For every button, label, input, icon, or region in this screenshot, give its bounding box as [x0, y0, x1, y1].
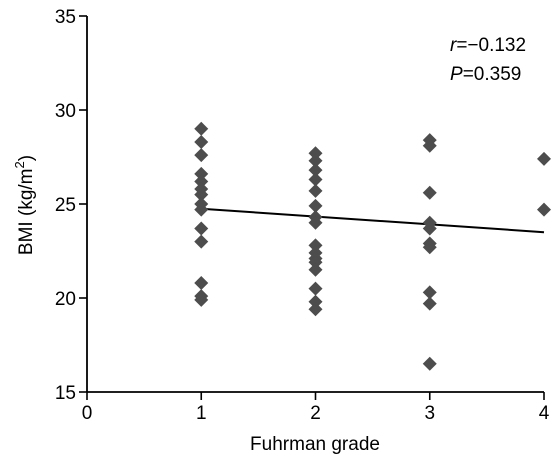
y-tick-label: 30 — [55, 101, 76, 122]
data-point — [308, 153, 323, 168]
axes: 15 20 25 30 35 0 1 2 3 4 — [55, 7, 550, 424]
data-point — [194, 121, 209, 136]
y-axis-title: BMI (kg/m2) — [12, 155, 37, 255]
data-point — [422, 185, 437, 200]
data-point — [194, 292, 209, 307]
correlation-annotation: r=−0.132 — [450, 35, 526, 56]
x-tick-label: 2 — [310, 403, 321, 424]
data-point — [308, 262, 323, 277]
data-point — [422, 296, 437, 311]
data-point — [308, 281, 323, 296]
data-point — [194, 275, 209, 290]
data-point — [308, 198, 323, 213]
y-tick-label: 20 — [55, 289, 76, 310]
data-point — [194, 134, 209, 149]
x-tick-label: 3 — [424, 403, 435, 424]
y-tick-label: 25 — [55, 195, 76, 216]
data-point — [194, 234, 209, 249]
data-point — [308, 183, 323, 198]
points-layer — [194, 121, 551, 371]
x-tick-label: 4 — [539, 403, 550, 424]
x-tick-label: 0 — [82, 403, 93, 424]
data-point — [308, 255, 323, 270]
y-tick-label: 15 — [55, 383, 76, 404]
data-point — [308, 163, 323, 178]
data-point — [537, 202, 551, 217]
data-point — [308, 238, 323, 253]
data-point — [537, 151, 551, 166]
data-point — [422, 138, 437, 153]
data-point — [194, 221, 209, 236]
data-point — [194, 187, 209, 202]
data-point — [308, 172, 323, 187]
x-tick-label: 1 — [196, 403, 207, 424]
data-point — [308, 302, 323, 317]
y-tick-label: 35 — [55, 7, 76, 28]
x-axis-title: Fuhrman grade — [250, 434, 380, 455]
trendline-layer — [201, 207, 545, 234]
regression-line — [201, 207, 545, 234]
data-point — [422, 240, 437, 255]
data-point — [308, 146, 323, 161]
data-point — [422, 221, 437, 236]
data-point — [194, 166, 209, 181]
data-point — [308, 294, 323, 309]
p-value-annotation: P=0.359 — [450, 64, 521, 85]
data-point — [194, 202, 209, 217]
data-point — [194, 174, 209, 189]
data-point — [422, 356, 437, 371]
data-point — [422, 285, 437, 300]
data-point — [308, 215, 323, 230]
data-point — [194, 148, 209, 163]
